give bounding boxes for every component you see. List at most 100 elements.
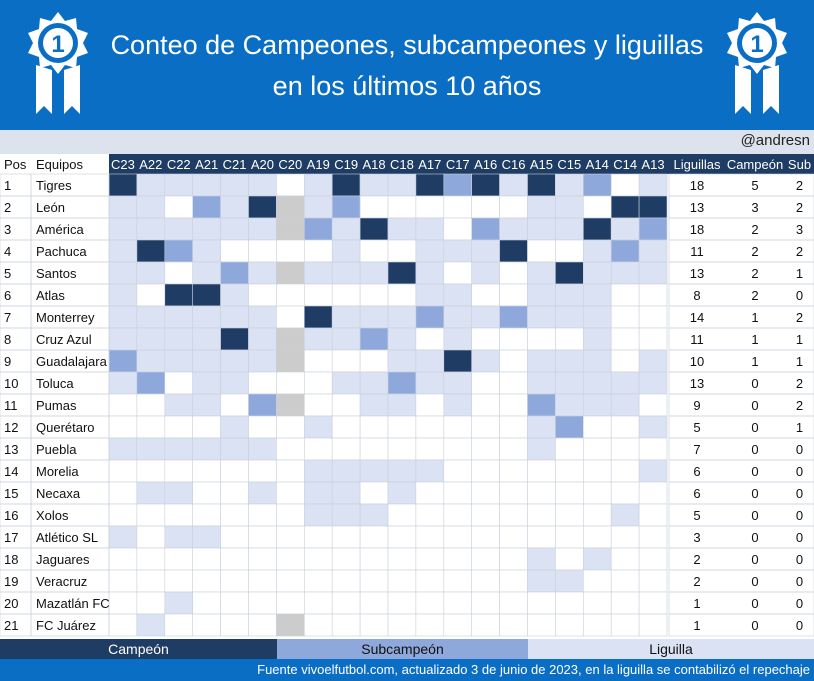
result-cell (499, 239, 528, 263)
result-cell (555, 393, 584, 417)
result-cell (108, 591, 138, 615)
result-cell (415, 305, 445, 329)
result-cell (471, 459, 500, 483)
result-cell (220, 393, 249, 417)
result-cell (499, 217, 528, 241)
row-team: Querétaro (36, 420, 95, 435)
result-cell (276, 349, 305, 373)
result-cell (276, 415, 305, 439)
result-cell (136, 327, 166, 351)
row-campeon: 2 (751, 244, 758, 259)
result-cell (359, 547, 389, 571)
col-header-liguillas: Liguillas (674, 157, 721, 172)
result-cell (108, 217, 138, 241)
row-liguillas: 1 (693, 596, 700, 611)
result-cell (303, 393, 333, 417)
result-cell (331, 525, 361, 549)
row-pos: 12 (4, 420, 18, 435)
result-cell (164, 305, 194, 329)
result-cell (610, 613, 640, 637)
result-cell (276, 283, 305, 307)
result-cell (527, 437, 556, 461)
row-pos: 20 (4, 596, 18, 611)
result-cell (415, 393, 445, 417)
result-cell (610, 195, 640, 219)
result-cell (555, 547, 584, 571)
result-cell (359, 459, 389, 483)
result-cell (415, 613, 445, 637)
result-cell (555, 459, 584, 483)
result-cell (331, 261, 361, 285)
medal-number-right: 1 (750, 31, 763, 58)
row-sub: 0 (796, 552, 803, 567)
row-liguillas: 6 (693, 464, 700, 479)
result-cell (164, 569, 194, 593)
row-team: Cruz Azul (36, 332, 92, 347)
col-header-tournament: C22 (167, 157, 191, 172)
row-sub: 2 (796, 178, 803, 193)
row-team: Toluca (36, 376, 74, 391)
result-cell (248, 459, 277, 483)
col-header-tournament: A20 (251, 157, 274, 172)
result-cell (443, 305, 472, 329)
result-cell (415, 173, 445, 197)
row-campeon: 1 (751, 354, 758, 369)
result-cell (303, 437, 333, 461)
result-cell (555, 349, 584, 373)
result-cell (192, 217, 221, 241)
result-cell (220, 305, 249, 329)
result-cell (443, 415, 472, 439)
result-cell (108, 525, 138, 549)
row-campeon: 0 (751, 464, 758, 479)
result-cell (220, 437, 249, 461)
result-cell (443, 349, 472, 373)
row-liguillas: 13 (690, 266, 704, 281)
result-cell (415, 283, 445, 307)
col-header-tournament: A16 (474, 157, 497, 172)
row-liguillas: 1 (693, 618, 700, 633)
result-cell (303, 239, 333, 263)
result-cell (164, 437, 194, 461)
result-cell (638, 569, 668, 593)
result-cell (276, 217, 305, 241)
row-sub: 1 (796, 420, 803, 435)
header-left-bg (0, 154, 109, 174)
result-cell (220, 481, 249, 505)
result-cell (638, 437, 668, 461)
result-cell (610, 591, 640, 615)
result-cell (471, 239, 500, 263)
row-sub: 0 (796, 486, 803, 501)
result-cell (331, 349, 361, 373)
result-cell (359, 415, 389, 439)
result-cell (387, 371, 417, 395)
result-cell (331, 217, 361, 241)
result-cell (303, 547, 333, 571)
title-banner: Conteo de Campeones, subcampeones y ligu… (0, 0, 814, 130)
result-cell (192, 437, 221, 461)
result-cell (415, 195, 445, 219)
totals-cell (668, 525, 814, 549)
row-sub: 2 (796, 310, 803, 325)
col-header-tournament: C17 (446, 157, 470, 172)
row-campeon: 0 (751, 618, 758, 633)
result-cell (108, 547, 138, 571)
result-cell (164, 393, 194, 417)
row-liguillas: 6 (693, 486, 700, 501)
result-cell (164, 459, 194, 483)
result-cell (387, 459, 417, 483)
row-pos: 2 (4, 200, 11, 215)
result-cell (471, 525, 500, 549)
result-cell (248, 437, 277, 461)
result-cell (136, 437, 166, 461)
row-pos: 11 (4, 398, 18, 413)
result-cell (610, 239, 640, 263)
result-cell (610, 349, 640, 373)
row-liguillas: 7 (693, 442, 700, 457)
result-cell (443, 525, 472, 549)
result-cell (638, 459, 668, 483)
result-cell (108, 569, 138, 593)
result-cell (471, 261, 500, 285)
result-cell (582, 547, 612, 571)
result-cell (331, 415, 361, 439)
result-cell (248, 173, 277, 197)
